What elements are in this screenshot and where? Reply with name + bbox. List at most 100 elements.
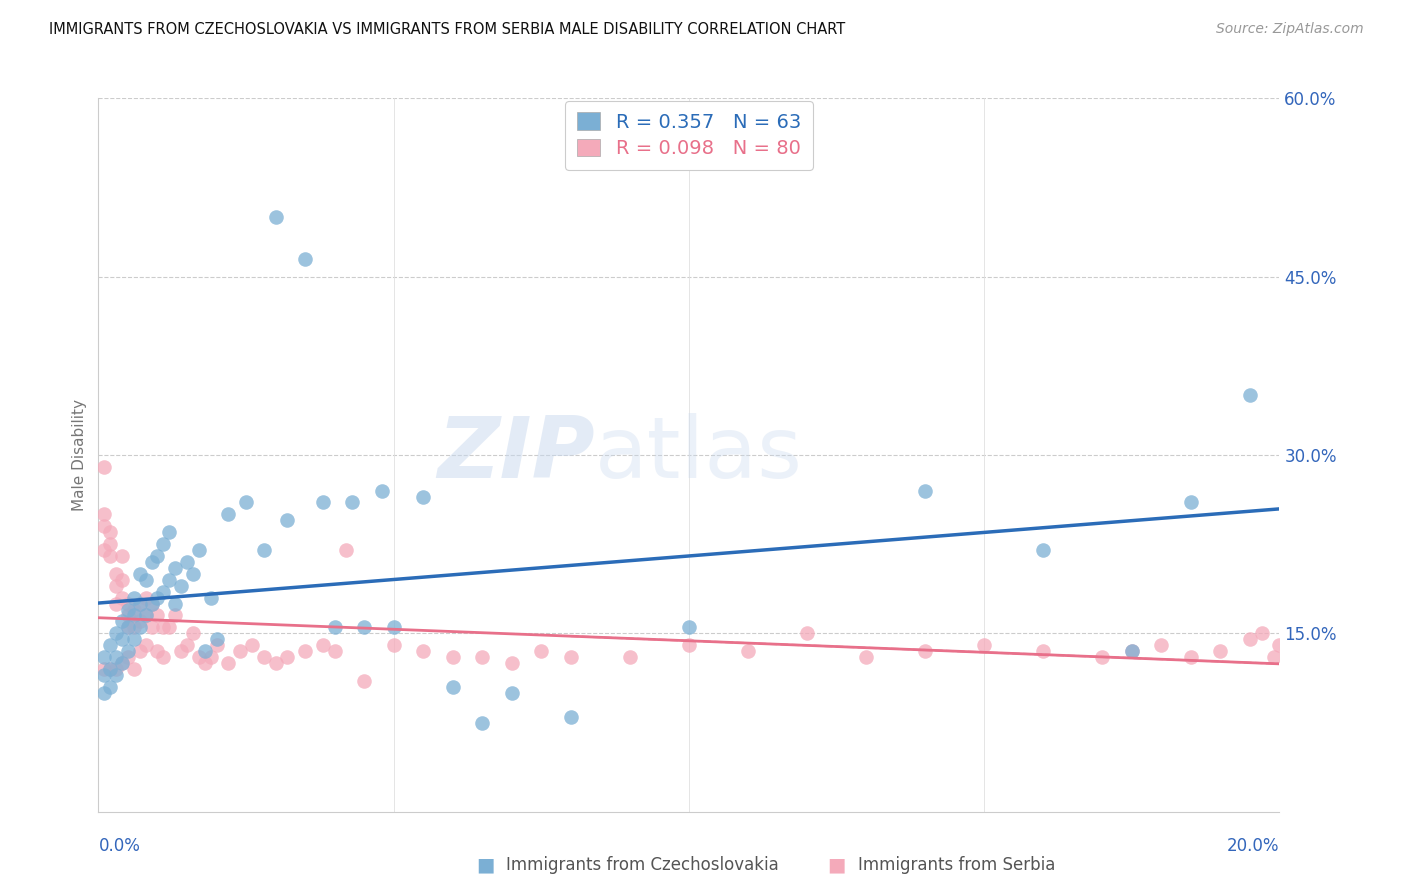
Point [128, 597, 150, 611]
Point [678, 620, 700, 634]
Point [914, 644, 936, 658]
Point [737, 644, 759, 658]
Point [342, 495, 364, 509]
Point [1180, 650, 1202, 665]
Point [530, 644, 553, 658]
Point [146, 644, 169, 658]
Point [141, 620, 163, 634]
Point [412, 644, 434, 658]
Point [117, 650, 139, 665]
Point [157, 573, 180, 587]
Point [98, 525, 121, 540]
Point [98, 662, 121, 676]
Text: IMMIGRANTS FROM CZECHOSLOVAKIA VS IMMIGRANTS FROM SERBIA MALE DISABILITY CORRELA: IMMIGRANTS FROM CZECHOSLOVAKIA VS IMMIGR… [49, 22, 845, 37]
Point [122, 632, 145, 647]
Point [382, 620, 405, 634]
Point [122, 602, 145, 616]
Point [1263, 650, 1285, 665]
Point [796, 626, 818, 640]
Point [157, 620, 180, 634]
Text: Immigrants from Czechoslovakia: Immigrants from Czechoslovakia [506, 856, 779, 874]
Text: 20.0%: 20.0% [1227, 837, 1279, 855]
Point [111, 591, 134, 605]
Point [152, 650, 174, 665]
Point [205, 638, 228, 652]
Point [1032, 543, 1054, 558]
Point [194, 644, 217, 658]
Point [135, 638, 157, 652]
Point [471, 650, 494, 665]
Point [111, 615, 134, 629]
Point [122, 591, 145, 605]
Point [501, 686, 523, 700]
Point [312, 495, 335, 509]
Point [117, 644, 139, 658]
Point [146, 549, 169, 563]
Point [117, 620, 139, 634]
Point [176, 638, 198, 652]
Text: atlas: atlas [595, 413, 803, 497]
Point [128, 620, 150, 634]
Point [1180, 495, 1202, 509]
Point [335, 543, 357, 558]
Point [914, 483, 936, 498]
Point [200, 591, 222, 605]
Point [135, 591, 157, 605]
Point [152, 620, 174, 634]
Point [165, 608, 187, 623]
Point [141, 597, 163, 611]
Point [93, 543, 115, 558]
Point [371, 483, 394, 498]
Point [93, 508, 115, 522]
Point [973, 638, 995, 652]
Text: ■: ■ [475, 855, 495, 874]
Point [105, 579, 128, 593]
Point [93, 459, 115, 474]
Point [560, 650, 582, 665]
Point [128, 644, 150, 658]
Point [194, 656, 217, 670]
Point [111, 632, 134, 647]
Point [187, 650, 209, 665]
Text: Immigrants from Serbia: Immigrants from Serbia [858, 856, 1054, 874]
Point [619, 650, 641, 665]
Point [135, 608, 157, 623]
Point [128, 615, 150, 629]
Point [200, 650, 222, 665]
Point [93, 668, 115, 682]
Point [170, 644, 193, 658]
Point [111, 656, 134, 670]
Text: ■: ■ [827, 855, 846, 874]
Point [176, 555, 198, 569]
Point [501, 656, 523, 670]
Point [117, 597, 139, 611]
Point [560, 709, 582, 723]
Point [855, 650, 877, 665]
Point [135, 608, 157, 623]
Point [1268, 638, 1291, 652]
Point [141, 597, 163, 611]
Point [353, 673, 375, 688]
Point [98, 638, 121, 652]
Point [152, 584, 174, 599]
Point [1239, 388, 1261, 402]
Text: Source: ZipAtlas.com: Source: ZipAtlas.com [1216, 22, 1364, 37]
Point [146, 591, 169, 605]
Point [117, 620, 139, 634]
Point [98, 680, 121, 694]
Point [678, 638, 700, 652]
Point [141, 555, 163, 569]
Point [93, 650, 115, 665]
Point [187, 543, 209, 558]
Point [253, 650, 276, 665]
Point [122, 620, 145, 634]
Point [93, 662, 115, 676]
Point [152, 537, 174, 551]
Point [1239, 632, 1261, 647]
Point [111, 549, 134, 563]
Legend: R = 0.357   N = 63, R = 0.098   N = 80: R = 0.357 N = 63, R = 0.098 N = 80 [565, 101, 813, 169]
Point [165, 597, 187, 611]
Point [240, 638, 263, 652]
Point [1091, 650, 1114, 665]
Point [382, 638, 405, 652]
